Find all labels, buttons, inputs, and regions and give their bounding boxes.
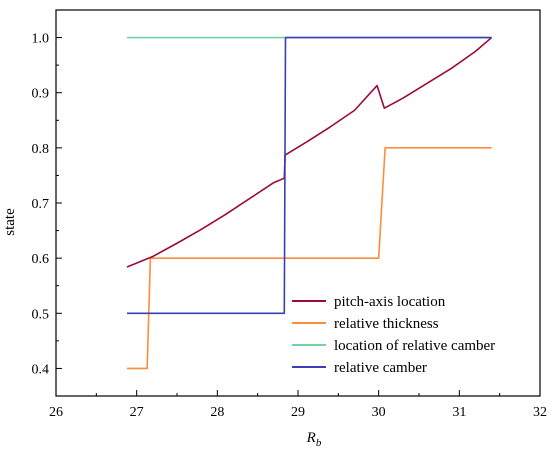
labels-layer: 26 27 28 29 30 31 32 0.4 0.5 0.6 0.7 0.8 0.9 1.0 <box>32 32 548 420</box>
x-tick-label: 26 <box>49 405 63 420</box>
y-tick-label: 0.6 <box>32 252 50 267</box>
legend-label: pitch-axis location <box>334 294 446 310</box>
y-axis-title: state <box>2 208 18 236</box>
x-tick-label: 27 <box>130 405 144 420</box>
y-tick-label: 0.5 <box>32 307 50 322</box>
legend-label: relative thickness <box>334 316 439 332</box>
x-tick-label: 32 <box>533 405 547 420</box>
series-layer <box>126 36 493 370</box>
legend-label: location of relative camber <box>334 338 495 354</box>
x-axis-title: Rb <box>306 430 322 449</box>
y-tick-label: 0.9 <box>32 87 50 102</box>
x-tick-label: 31 <box>452 405 466 420</box>
x-tick-label: 28 <box>210 405 224 420</box>
legend-label: relative camber <box>334 360 427 376</box>
legend: pitch-axis location relative thickness loc… <box>292 294 495 376</box>
series-line-4 <box>126 36 492 315</box>
series-line-1 <box>126 36 493 268</box>
x-tick-label: 30 <box>372 405 386 420</box>
x-axis-title-sub: b <box>316 437 322 449</box>
plot-frame <box>55 9 541 397</box>
y-tick-label: 1.0 <box>32 32 50 47</box>
x-axis-title-main: R <box>306 430 316 446</box>
x-tick-label: 29 <box>291 405 305 420</box>
y-tick-label: 0.8 <box>32 142 50 157</box>
y-tick-label: 0.7 <box>32 197 50 212</box>
series-line-2 <box>126 147 492 370</box>
y-tick-label: 0.4 <box>32 362 50 377</box>
